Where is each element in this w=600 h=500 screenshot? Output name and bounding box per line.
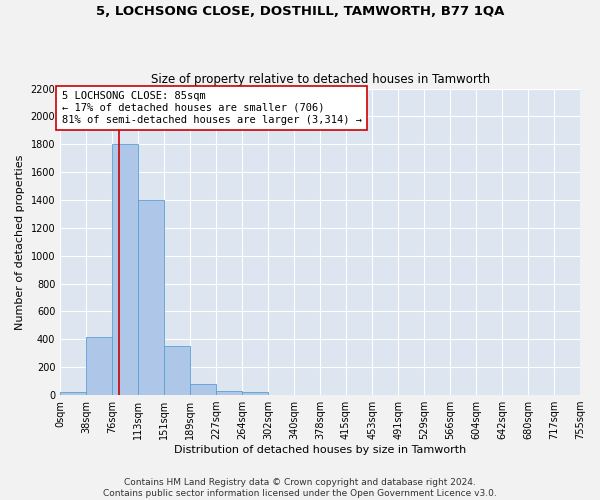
Bar [190,384,217,395]
Bar [217,391,242,395]
Text: 5, LOCHSONG CLOSE, DOSTHILL, TAMWORTH, B77 1QA: 5, LOCHSONG CLOSE, DOSTHILL, TAMWORTH, B… [96,5,504,18]
Bar [60,392,86,395]
Text: 5 LOCHSONG CLOSE: 85sqm
← 17% of detached houses are smaller (706)
81% of semi-d: 5 LOCHSONG CLOSE: 85sqm ← 17% of detache… [62,92,362,124]
Y-axis label: Number of detached properties: Number of detached properties [15,154,25,330]
Bar [86,336,112,395]
Title: Size of property relative to detached houses in Tamworth: Size of property relative to detached ho… [151,73,490,86]
Bar [242,392,268,395]
Bar [164,346,190,395]
Text: Contains HM Land Registry data © Crown copyright and database right 2024.
Contai: Contains HM Land Registry data © Crown c… [103,478,497,498]
Bar [138,200,164,395]
Bar [112,144,138,395]
X-axis label: Distribution of detached houses by size in Tamworth: Distribution of detached houses by size … [174,445,466,455]
